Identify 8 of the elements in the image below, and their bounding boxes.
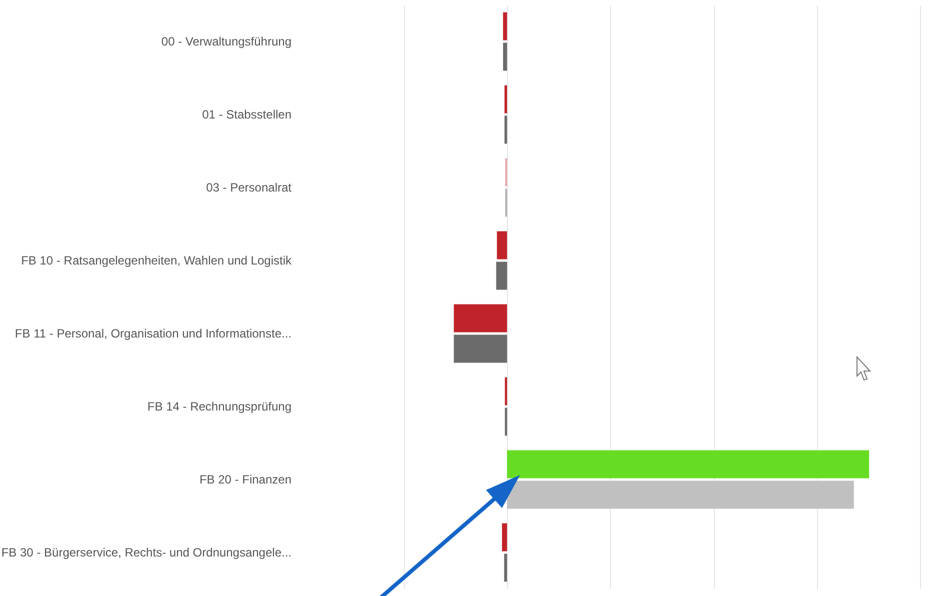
- y-tick-label: FB 30 - Bürgerservice, Rechts- und Ordnungsangele...: [1, 546, 292, 560]
- y-tick-label: FB 11 - Personal, Organisation und Informationste...: [14, 326, 292, 340]
- y-tick-label: FB 20 - Finanzen: [199, 472, 292, 486]
- y-tick-label: 00 - Verwaltungsführung: [161, 34, 292, 48]
- y-tick-label: 01 - Stabsstellen: [202, 108, 292, 122]
- y-tick-label: FB 14 - Rechnungsprüfung: [147, 400, 292, 414]
- y-tick-label: 03 - Personalrat: [206, 180, 292, 194]
- y-tick-label: FB 10 - Ratsangelegenheiten, Wahlen und Logistik: [21, 254, 292, 268]
